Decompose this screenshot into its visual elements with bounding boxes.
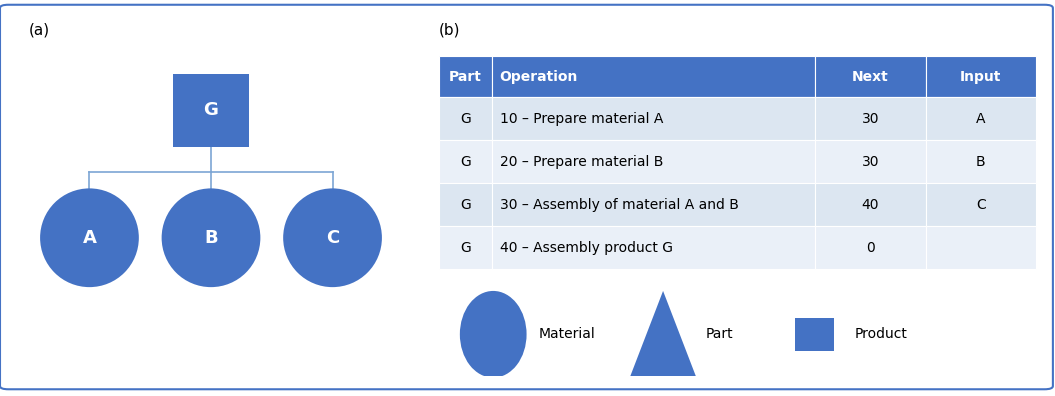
Text: G: G (460, 155, 471, 169)
FancyBboxPatch shape (439, 55, 493, 97)
Text: 30: 30 (862, 155, 879, 169)
FancyBboxPatch shape (816, 141, 925, 183)
Text: Part: Part (449, 70, 482, 84)
Text: 0: 0 (866, 241, 875, 255)
Text: Operation: Operation (500, 70, 578, 84)
Text: Product: Product (855, 327, 907, 341)
Text: B: B (976, 155, 985, 169)
Text: G: G (460, 241, 471, 255)
FancyBboxPatch shape (439, 97, 493, 141)
FancyBboxPatch shape (493, 55, 816, 97)
Ellipse shape (460, 291, 526, 378)
Polygon shape (630, 291, 696, 378)
Ellipse shape (283, 188, 382, 287)
Text: A: A (82, 229, 96, 247)
Text: 20 – Prepare material B: 20 – Prepare material B (500, 155, 663, 169)
Text: (b): (b) (439, 23, 460, 38)
Text: G: G (204, 101, 218, 119)
FancyBboxPatch shape (439, 227, 493, 269)
FancyBboxPatch shape (816, 55, 925, 97)
FancyBboxPatch shape (925, 55, 1036, 97)
Text: C: C (326, 229, 339, 247)
Text: B: B (205, 229, 217, 247)
Text: 10 – Prepare material A: 10 – Prepare material A (500, 112, 663, 126)
FancyBboxPatch shape (925, 227, 1036, 269)
FancyBboxPatch shape (439, 183, 493, 227)
FancyBboxPatch shape (493, 183, 816, 227)
FancyBboxPatch shape (795, 318, 835, 351)
FancyBboxPatch shape (493, 141, 816, 183)
Text: Input: Input (960, 70, 1001, 84)
FancyBboxPatch shape (816, 97, 925, 141)
Text: Next: Next (852, 70, 888, 84)
FancyBboxPatch shape (493, 97, 816, 141)
FancyBboxPatch shape (493, 227, 816, 269)
FancyBboxPatch shape (173, 74, 249, 147)
FancyBboxPatch shape (816, 183, 925, 227)
Text: 30: 30 (862, 112, 879, 126)
Text: 40 – Assembly product G: 40 – Assembly product G (500, 241, 673, 255)
FancyBboxPatch shape (439, 141, 493, 183)
FancyBboxPatch shape (925, 141, 1036, 183)
Text: G: G (460, 198, 471, 212)
Ellipse shape (161, 188, 261, 287)
Ellipse shape (40, 188, 139, 287)
Text: 30 – Assembly of material A and B: 30 – Assembly of material A and B (500, 198, 738, 212)
Text: G: G (460, 112, 471, 126)
FancyBboxPatch shape (925, 183, 1036, 227)
Text: Part: Part (706, 327, 733, 341)
Text: C: C (976, 198, 985, 212)
FancyBboxPatch shape (816, 227, 925, 269)
FancyBboxPatch shape (925, 97, 1036, 141)
Text: 40: 40 (862, 198, 879, 212)
Text: A: A (976, 112, 985, 126)
Text: Material: Material (539, 327, 595, 341)
Text: (a): (a) (28, 23, 50, 38)
